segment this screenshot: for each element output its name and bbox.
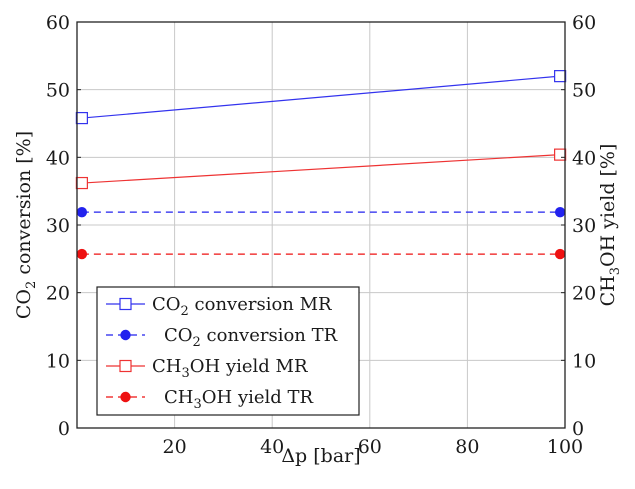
series-0 — [75, 70, 567, 125]
data-point-circle — [120, 329, 131, 341]
data-point-square — [119, 297, 132, 311]
x-tick-label: 60 — [358, 436, 382, 458]
x-axis-label: Δp [bar] — [281, 445, 360, 467]
y-tick-label-left: 40 — [46, 147, 70, 169]
series-line — [81, 154, 561, 184]
legend-label: CO2 conversion MR — [152, 294, 332, 319]
y-tick-label-left: 10 — [46, 350, 70, 372]
legend-entries: CO2 conversion MR CO2 conversion TR CH3OH … — [106, 294, 338, 412]
y-tick-label-right: 20 — [572, 283, 596, 305]
tick-labels: 0 0 10 10 20 20 30 30 40 40 50 50 60 60 20 40 60 80 100 — [46, 12, 596, 458]
legend-entry: CO2 conversion MR — [106, 294, 332, 319]
y-axis-left-label: CO2 conversion [%] — [13, 131, 39, 319]
series-2 — [75, 148, 567, 190]
y-axis-right-label: CH3OH yield [%] — [597, 144, 623, 307]
legend-label: CH3OH yield MR — [152, 356, 308, 381]
x-tick-label: 20 — [163, 436, 187, 458]
y-tick-label-right: 60 — [572, 12, 596, 34]
x-tick-label: 40 — [260, 436, 284, 458]
legend-entry: CH3OH yield TR — [106, 387, 314, 412]
legend-entry: CO2 conversion TR — [106, 325, 338, 350]
data-point-square — [554, 148, 567, 161]
y-tick-label-left: 20 — [46, 283, 70, 305]
legend: CO2 conversion MR CO2 conversion TR CH3OH … — [96, 286, 360, 416]
x-tick-label: 80 — [455, 436, 479, 458]
legend-entry: CH3OH yield MR — [106, 356, 308, 381]
series-1 — [76, 206, 566, 218]
data-point-square — [75, 111, 88, 125]
y-tick-label-right: 50 — [572, 80, 596, 102]
y-tick-label-left: 50 — [46, 80, 70, 102]
data-point-square — [554, 70, 567, 83]
legend-label: CO2 conversion TR — [164, 325, 338, 350]
series-3 — [76, 248, 566, 260]
y-tick-label-right: 10 — [572, 350, 596, 372]
legend-label: CH3OH yield TR — [164, 387, 314, 412]
y-tick-label-left: 60 — [46, 12, 70, 34]
data-point-circle — [554, 206, 566, 218]
x-tick-label: 100 — [547, 436, 583, 458]
y-tick-label-right: 0 — [572, 418, 584, 440]
y-tick-label-right: 30 — [572, 215, 596, 237]
y-tick-label-left: 0 — [58, 418, 70, 440]
series-layer — [75, 70, 567, 260]
y-tick-label-right: 40 — [572, 147, 596, 169]
data-point-circle — [76, 206, 88, 218]
series-line — [81, 75, 561, 119]
data-point-circle — [76, 248, 88, 260]
data-point-square — [119, 359, 132, 373]
data-point-circle — [554, 248, 566, 260]
legend-box — [96, 286, 360, 416]
data-point-circle — [120, 391, 131, 403]
y-tick-label-left: 30 — [46, 215, 70, 237]
data-point-square — [75, 176, 88, 190]
